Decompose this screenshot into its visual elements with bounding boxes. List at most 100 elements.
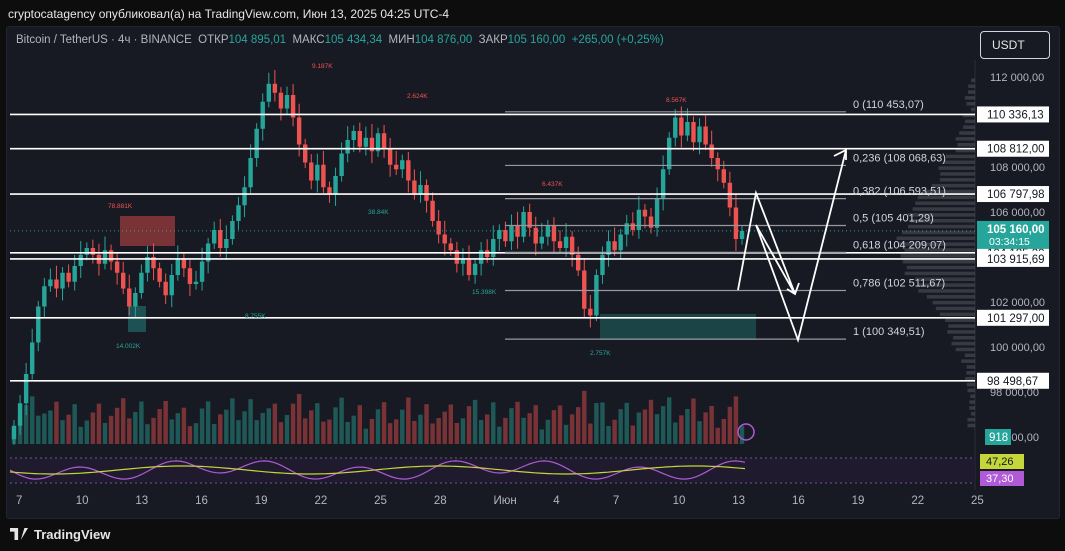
- price-axis-tick: 98 000,00: [990, 387, 1039, 399]
- candle: [36, 307, 40, 343]
- volume-bar: [467, 406, 471, 444]
- volume-bar: [479, 420, 483, 444]
- candle: [430, 201, 434, 221]
- candle: [576, 255, 580, 271]
- candle: [697, 127, 701, 143]
- time-axis-tick: 19: [852, 495, 865, 507]
- volume-bar: [394, 419, 398, 444]
- volume-bar: [473, 400, 477, 444]
- volume-profile-bar: [918, 289, 975, 293]
- candle: [48, 280, 52, 287]
- volume-bar: [370, 419, 374, 444]
- volume-bar: [709, 406, 713, 444]
- volume-bar: [576, 407, 580, 444]
- volume-bar: [279, 422, 283, 444]
- volume-bar: [145, 424, 149, 444]
- candle: [339, 154, 343, 177]
- volume-profile-bar: [967, 365, 975, 369]
- volume-bar: [157, 409, 161, 444]
- candle: [261, 102, 265, 129]
- candle: [333, 176, 337, 194]
- candle: [515, 226, 519, 237]
- volume-bar: [570, 414, 574, 444]
- volume-bar: [673, 423, 677, 445]
- candle: [406, 160, 410, 180]
- time-axis-tick: 22: [911, 495, 924, 507]
- candle: [163, 282, 167, 296]
- candle: [364, 138, 368, 147]
- candle: [400, 160, 404, 169]
- candle: [79, 255, 83, 266]
- volume-bar: [424, 404, 428, 444]
- candle: [236, 205, 240, 221]
- fib-level-label: 1 (100 349,51): [853, 326, 925, 338]
- volume-profile-bar: [966, 371, 975, 375]
- volume-bar: [66, 415, 70, 444]
- price-axis-tick: 108 000,00: [990, 162, 1045, 174]
- volume-bar: [558, 406, 562, 445]
- candle: [182, 259, 186, 268]
- volume-bar: [691, 399, 695, 445]
- time-axis-tick: 19: [255, 495, 268, 507]
- fib-level-label: 0,786 (102 511,67): [853, 277, 945, 289]
- volume-bar: [625, 403, 629, 444]
- volume-profile-bar: [967, 418, 975, 422]
- volume-profile-bar: [915, 201, 975, 205]
- rsi-ma-label: 47,26: [986, 456, 1014, 468]
- volume-bar: [594, 403, 598, 444]
- volume-profile-bar: [965, 354, 975, 358]
- candle: [734, 208, 738, 240]
- time-axis-tick: 16: [792, 495, 805, 507]
- candle: [218, 230, 222, 248]
- volume-bar: [564, 425, 568, 444]
- volume-bar: [382, 402, 386, 444]
- volume-bar: [24, 405, 28, 444]
- volume-profile-bar: [969, 406, 975, 410]
- candle: [109, 250, 113, 261]
- volume-bar: [30, 396, 34, 444]
- volume-bar: [443, 412, 447, 444]
- volume-bar: [285, 415, 289, 444]
- volume-bar: [540, 430, 544, 445]
- volume-profile-bar: [940, 172, 975, 176]
- candle: [60, 273, 64, 289]
- volume-profile-bar: [966, 102, 975, 106]
- volume-profile-bar: [936, 307, 975, 311]
- volume-bar: [722, 419, 726, 444]
- volume-bar: [182, 408, 186, 444]
- volume-bar: [206, 401, 210, 444]
- volume-bar: [97, 404, 101, 444]
- volume-bar: [697, 421, 701, 444]
- time-axis-tick: 25: [374, 495, 387, 507]
- candle: [345, 140, 349, 154]
- price-level-label: 103 915,69: [987, 254, 1045, 266]
- candle: [509, 226, 513, 242]
- fib-level-label: 0,236 (108 068,63): [853, 152, 946, 164]
- volume-bar: [194, 423, 198, 444]
- volume-annotation: 2.624K: [407, 93, 428, 100]
- candle: [285, 95, 289, 109]
- volume-bar: [291, 404, 295, 444]
- time-axis-tick: 4: [553, 495, 560, 507]
- volume-bar: [297, 394, 301, 444]
- candle: [443, 235, 447, 244]
- candle: [303, 145, 307, 163]
- price-axis-tick: 112 000,00: [990, 72, 1044, 84]
- demand-zone-box: [128, 306, 146, 332]
- time-axis-tick: 25: [971, 495, 984, 507]
- volume-profile-bar: [927, 295, 975, 299]
- time-axis-tick: 10: [76, 495, 89, 507]
- candle: [212, 230, 216, 244]
- volume-bar: [261, 413, 265, 444]
- volume-annotation: 8.755K: [245, 313, 266, 320]
- candle: [631, 223, 635, 230]
- volume-bar: [600, 403, 604, 445]
- volume-bar: [200, 409, 204, 445]
- volume-bar: [588, 424, 592, 445]
- volume-profile-bar: [940, 178, 975, 182]
- candle: [503, 230, 507, 241]
- candle: [279, 93, 283, 109]
- volume-bar: [267, 408, 271, 444]
- tradingview-logo[interactable]: TradingView: [10, 527, 110, 542]
